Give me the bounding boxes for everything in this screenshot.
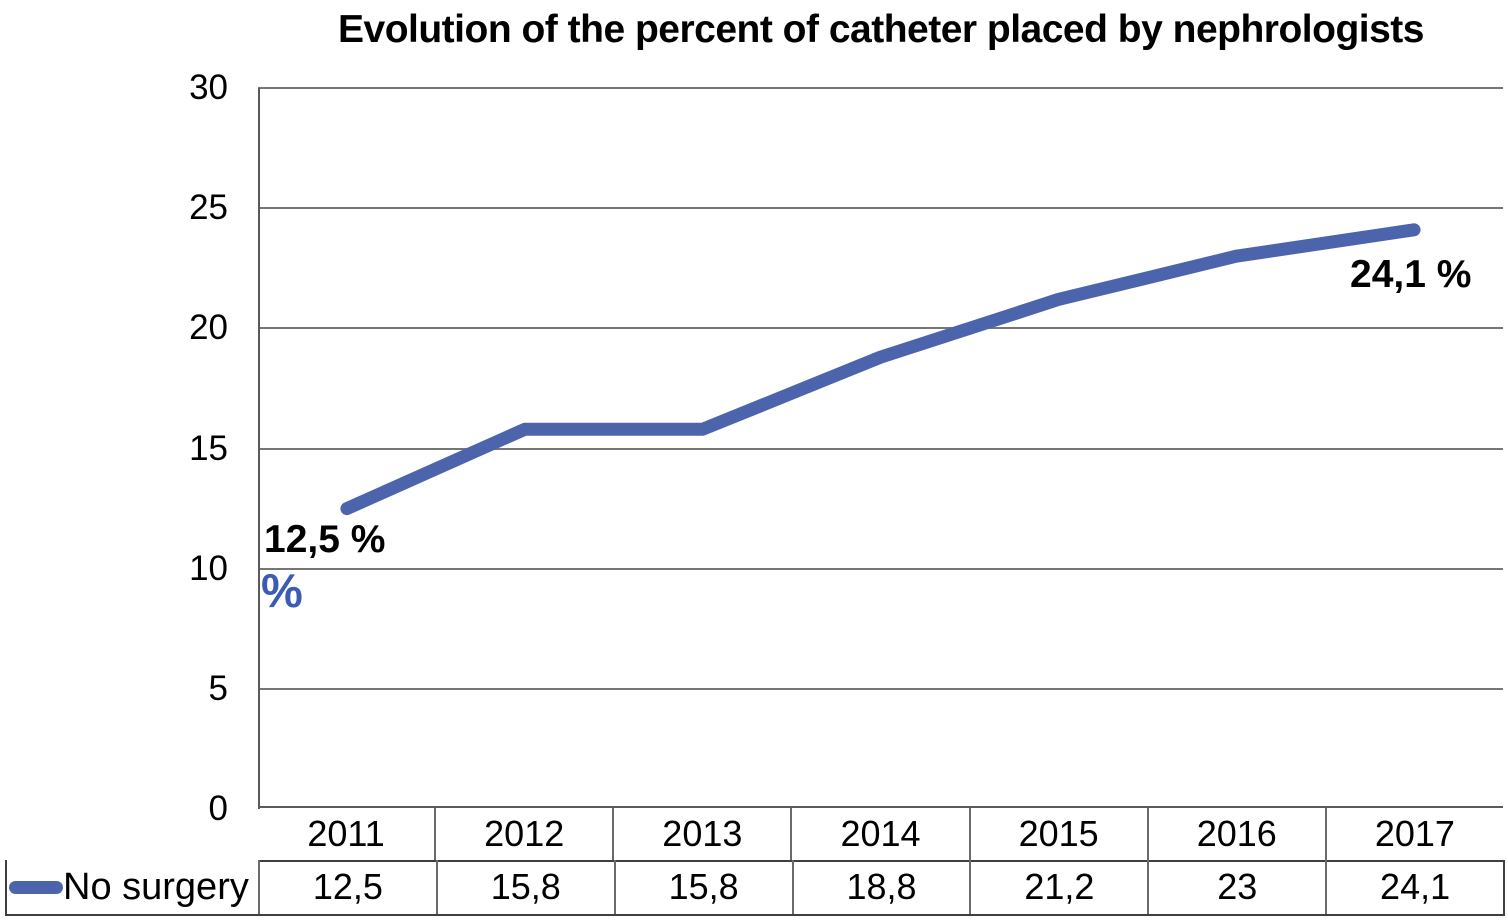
y-axis-unit-label: % <box>261 564 303 617</box>
value-cell: 24,1 <box>1325 860 1503 914</box>
year-header-cell: 2017 <box>1324 808 1503 860</box>
data-label-last-point: 24,1 % <box>1350 253 1472 296</box>
y-axis-tick-label: 30 <box>189 68 228 107</box>
y-axis-tick-label: 5 <box>208 668 228 708</box>
year-header-cell: 2013 <box>612 808 790 860</box>
gridline <box>258 687 1503 690</box>
y-axis-tick-label: 20 <box>189 308 228 348</box>
y-axis-tick-label: 10 <box>189 548 228 588</box>
data-label-first-point: 12,5 % <box>264 518 386 561</box>
value-cell: 21,2 <box>969 860 1147 914</box>
legend-line-marker-icon <box>9 880 63 894</box>
value-cell: 15,8 <box>613 860 792 914</box>
gridline <box>258 327 1503 330</box>
year-header-cell: 2014 <box>790 808 968 860</box>
y-axis-tick-label: 0 <box>208 789 228 828</box>
year-header-cell: 2012 <box>434 808 612 860</box>
value-cell: 23 <box>1147 860 1325 914</box>
gridline <box>258 567 1503 570</box>
gridline <box>258 207 1503 210</box>
legend-cell: No surgery <box>7 860 258 914</box>
value-cell: 12,5 <box>258 860 436 914</box>
legend-series-label: No surgery <box>63 865 249 908</box>
chart-title: Evolution of the percent of catheter pla… <box>338 8 1424 51</box>
series-line-no-surgery <box>340 223 1421 516</box>
plot-left-border <box>258 88 260 809</box>
year-header-cell: 2015 <box>968 808 1147 860</box>
gridline <box>258 447 1503 450</box>
table-value-row: No surgery 12,5 15,8 15,8 18,8 21,2 23 24,1 <box>5 860 1505 916</box>
value-cell: 18,8 <box>791 860 970 914</box>
year-header-cell: 2016 <box>1146 808 1325 860</box>
gridline <box>258 87 1503 89</box>
year-header-cell: 2011 <box>307 813 385 854</box>
table-header-row: 2011 2012 2013 2014 2015 2016 2017 <box>258 806 1503 862</box>
y-axis-tick-label: 15 <box>189 428 228 468</box>
value-cell: 15,8 <box>435 860 614 914</box>
y-axis-tick-label: 25 <box>189 188 228 228</box>
